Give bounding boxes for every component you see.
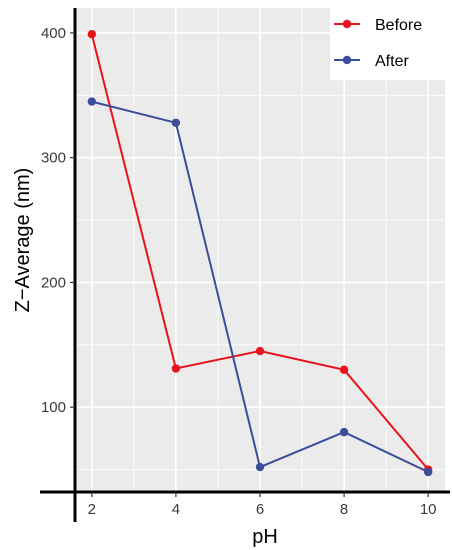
legend-label-after: After xyxy=(375,53,409,70)
legend-label-before: Before xyxy=(375,17,422,34)
data-point-before xyxy=(339,365,349,374)
data-point-after xyxy=(339,427,349,437)
x-tick-label: 4 xyxy=(172,501,180,518)
series-after xyxy=(87,97,433,477)
x-tick-label: 8 xyxy=(340,501,348,518)
ticks: 2 4 6 8 10 100 200 300 400 xyxy=(41,25,437,518)
grid xyxy=(75,8,445,492)
data-point-before xyxy=(255,346,265,356)
legend-marker-before xyxy=(342,19,352,29)
data-point-after xyxy=(171,118,181,127)
y-tick-label: 200 xyxy=(41,274,66,291)
x-axis-title: pH xyxy=(252,526,278,548)
y-tick-label: 100 xyxy=(41,399,66,416)
legend-box xyxy=(330,8,445,80)
legend-marker-after xyxy=(342,55,352,65)
x-tick-label: 6 xyxy=(256,501,264,518)
data-point-after xyxy=(87,97,97,106)
y-tick-label: 300 xyxy=(41,150,66,167)
series-layer xyxy=(87,29,433,477)
y-axis-title: Z−Average (nm) xyxy=(12,168,34,313)
data-point-after xyxy=(255,462,265,472)
x-tick-label: 10 xyxy=(420,501,437,518)
y-tick-label: 400 xyxy=(41,25,66,42)
data-point-after xyxy=(423,467,433,477)
data-point-before xyxy=(87,29,97,39)
axes xyxy=(40,8,450,522)
data-point-before xyxy=(171,364,181,373)
x-tick-label: 2 xyxy=(88,501,96,518)
legend: Before After xyxy=(330,8,445,80)
